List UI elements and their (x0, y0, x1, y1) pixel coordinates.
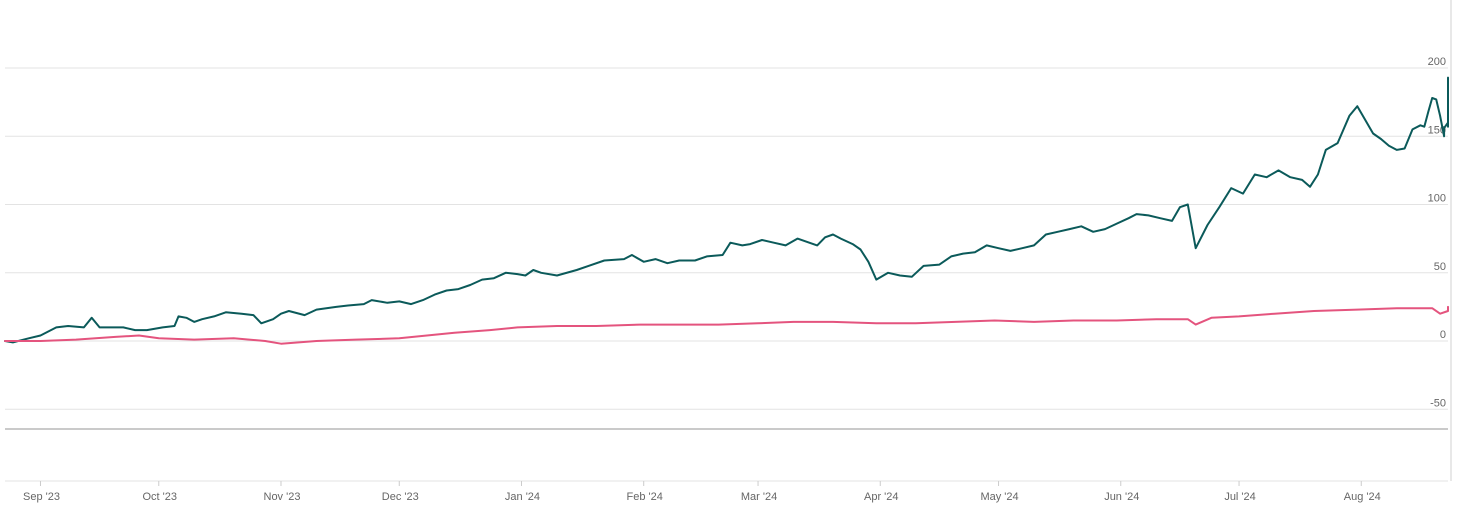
y-tick-label: 200 (1428, 56, 1446, 68)
y-tick-label: -50 (1430, 397, 1446, 409)
x-tick-label: Feb '24 (627, 491, 663, 503)
x-tick-label: Jun '24 (1104, 491, 1139, 503)
grid-layer (5, 0, 1452, 482)
x-tick-label: Jul '24 (1224, 491, 1255, 503)
x-tick-label: May '24 (980, 491, 1018, 503)
y-tick-label: 0 (1440, 329, 1446, 341)
x-tick-label: Jan '24 (505, 491, 540, 503)
y-tick-label: 50 (1434, 261, 1446, 273)
x-tick-label: Apr '24 (864, 491, 899, 503)
x-tick-label: Aug '24 (1344, 491, 1381, 503)
series-line-0 (4, 76, 1449, 344)
x-tick-label: Nov '23 (264, 491, 301, 503)
series-line-1 (4, 305, 1449, 345)
x-tick-label: Oct '23 (143, 491, 178, 503)
x-tick-label: Dec '23 (382, 491, 419, 503)
x-tick-label: Mar '24 (741, 491, 777, 503)
x-tick-label: Sep '23 (23, 491, 60, 503)
y-tick-label: 100 (1428, 193, 1446, 205)
series-layer (4, 76, 1449, 345)
x-axis: Sep '23 Oct '23 Nov '23 Dec '23 Jan '24 Feb '… (23, 481, 1381, 503)
